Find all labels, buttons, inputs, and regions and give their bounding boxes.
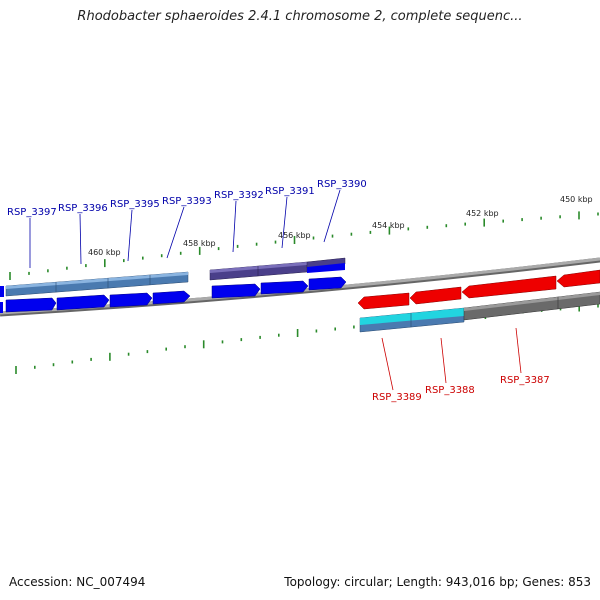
scale-label-454: 454 kbp bbox=[372, 221, 405, 230]
scale-label-458: 458 kbp bbox=[183, 239, 216, 248]
cog-bar-highlight bbox=[6, 272, 188, 289]
gene-label-rsp-3390[interactable]: RSP_3390 bbox=[317, 179, 367, 190]
gene-arrow-reverse[interactable] bbox=[409, 286, 462, 305]
label-leader bbox=[281, 196, 288, 249]
cog-bar bbox=[307, 263, 345, 273]
label-leader bbox=[79, 213, 82, 265]
gene-arrow-forward[interactable] bbox=[211, 283, 261, 299]
gene-arrow-forward[interactable] bbox=[0, 302, 3, 313]
cog-bars-reverse bbox=[359, 291, 600, 333]
accession-text: Accession: NC_007494 bbox=[9, 575, 146, 589]
scale-label-450: 450 kbp bbox=[560, 195, 593, 204]
label-leader bbox=[515, 327, 522, 374]
scale-ticks-outer bbox=[9, 211, 599, 280]
reverse-label-leaders bbox=[381, 327, 522, 391]
gene-label-rsp-3393[interactable]: RSP_3393 bbox=[162, 196, 212, 207]
gene-arrow-forward[interactable] bbox=[260, 280, 309, 295]
gene-label-rsp-3396[interactable]: RSP_3396 bbox=[58, 203, 108, 214]
scale-label-460: 460 kbp bbox=[88, 248, 121, 257]
reverse-genes bbox=[357, 269, 600, 310]
label-leader bbox=[381, 337, 394, 391]
gene-arrow-forward[interactable] bbox=[152, 290, 191, 305]
gene-label-rsp-3397[interactable]: RSP_3397 bbox=[7, 207, 57, 218]
gene-label-rsp-3389[interactable]: RSP_3389 bbox=[372, 392, 422, 403]
label-leader bbox=[323, 189, 341, 243]
cog-bar bbox=[360, 308, 464, 325]
cog-bars-forward bbox=[5, 257, 346, 297]
forward-label-leaders bbox=[29, 189, 341, 268]
scale-label-452: 452 kbp bbox=[466, 209, 499, 218]
cog-bar-highlight bbox=[210, 262, 307, 273]
gene-arrow-reverse[interactable] bbox=[461, 275, 557, 299]
label-leader bbox=[127, 209, 133, 262]
gene-arrow-forward[interactable] bbox=[5, 297, 57, 313]
label-leader bbox=[232, 200, 237, 253]
scale-label-456: 456 kbp bbox=[278, 231, 311, 240]
label-leader bbox=[440, 337, 447, 384]
gene-arrow-forward[interactable] bbox=[56, 294, 110, 311]
gene-arrow-reverse[interactable] bbox=[556, 269, 600, 288]
gene-label-rsp-3395[interactable]: RSP_3395 bbox=[110, 199, 160, 210]
forward-genes bbox=[0, 276, 347, 313]
gene-label-rsp-3392[interactable]: RSP_3392 bbox=[214, 190, 264, 201]
gene-arrow-reverse[interactable] bbox=[357, 292, 410, 310]
gene-arrow-forward[interactable] bbox=[109, 292, 153, 308]
cog-bar-highlight bbox=[464, 292, 600, 311]
map-title: Rhodobacter sphaeroides 2.4.1 chromosome… bbox=[77, 9, 523, 24]
gene-label-rsp-3387[interactable]: RSP_3387 bbox=[500, 375, 550, 386]
summary-text: Topology: circular; Length: 943,016 bp; … bbox=[284, 575, 591, 589]
gene-arrow-forward[interactable] bbox=[0, 286, 4, 297]
gene-label-rsp-3388[interactable]: RSP_3388 bbox=[425, 385, 475, 396]
gene-arrow-forward[interactable] bbox=[308, 276, 347, 291]
label-leader bbox=[166, 206, 185, 259]
gene-label-rsp-3391[interactable]: RSP_3391 bbox=[265, 186, 315, 197]
